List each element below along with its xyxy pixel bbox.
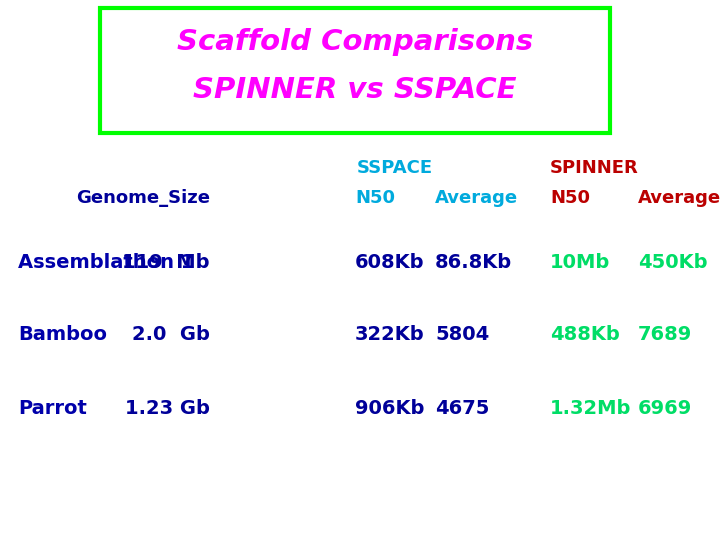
Text: Average: Average bbox=[638, 189, 720, 207]
Text: 322Kb: 322Kb bbox=[355, 326, 425, 345]
Text: N50: N50 bbox=[355, 189, 395, 207]
Text: Bamboo: Bamboo bbox=[18, 326, 107, 345]
Text: 10Mb: 10Mb bbox=[550, 253, 611, 272]
Text: 7689: 7689 bbox=[638, 326, 692, 345]
FancyBboxPatch shape bbox=[100, 8, 610, 133]
Text: 6969: 6969 bbox=[638, 399, 692, 417]
Text: 450Kb: 450Kb bbox=[638, 253, 708, 272]
Text: N50: N50 bbox=[550, 189, 590, 207]
Text: Scaffold Comparisons: Scaffold Comparisons bbox=[177, 28, 533, 56]
Text: 608Kb: 608Kb bbox=[355, 253, 425, 272]
Text: SSPACE: SSPACE bbox=[357, 159, 433, 177]
Text: 5804: 5804 bbox=[435, 326, 490, 345]
Text: 86.8Kb: 86.8Kb bbox=[435, 253, 512, 272]
Text: 2.0  Gb: 2.0 Gb bbox=[132, 326, 210, 345]
Text: SPINNER vs SSPACE: SPINNER vs SSPACE bbox=[193, 76, 517, 104]
Text: 906Kb: 906Kb bbox=[355, 399, 424, 417]
Text: 119  Mb: 119 Mb bbox=[122, 253, 210, 272]
Text: Average: Average bbox=[435, 189, 518, 207]
Text: 1.32Mb: 1.32Mb bbox=[550, 399, 631, 417]
Text: 4675: 4675 bbox=[435, 399, 490, 417]
Text: 488Kb: 488Kb bbox=[550, 326, 620, 345]
Text: 1.23 Gb: 1.23 Gb bbox=[125, 399, 210, 417]
Text: Parrot: Parrot bbox=[18, 399, 87, 417]
Text: Genome_Size: Genome_Size bbox=[76, 189, 210, 207]
Text: Assemblathon 1: Assemblathon 1 bbox=[18, 253, 194, 272]
Text: SPINNER: SPINNER bbox=[549, 159, 639, 177]
